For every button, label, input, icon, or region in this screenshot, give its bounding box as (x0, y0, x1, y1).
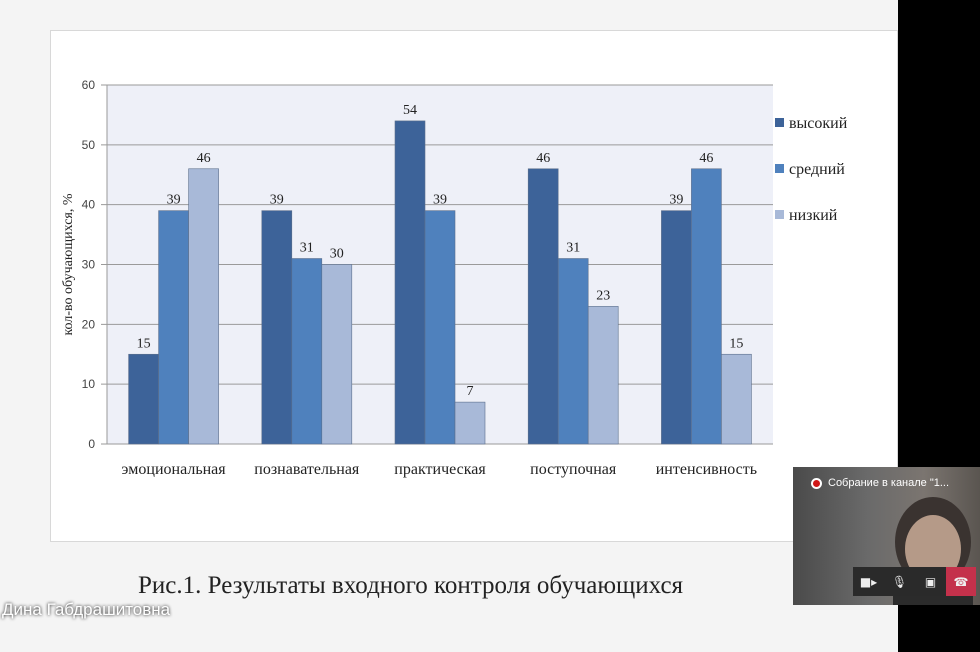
bar-высокий (394, 120, 426, 445)
camera-icon[interactable]: ■▸ (859, 574, 878, 589)
data-label: 15 (137, 336, 151, 351)
legend-label: средний (789, 161, 845, 178)
call-controls: ■▸ 🎙 ▣ ☎ (853, 567, 976, 596)
data-label: 46 (699, 151, 713, 166)
y-tick-label: 0 (88, 437, 95, 451)
x-tick-label: поступочная (530, 461, 617, 478)
presenter-name: Дина Габдрашитовна (2, 600, 171, 619)
x-tick-label: интенсивность (656, 461, 757, 478)
legend-label: низкий (789, 207, 838, 224)
data-label: 39 (270, 193, 284, 208)
shared-slide: 0 10 20 30 40 50 60 кол-во обучающихся, % эмоцио… (0, 0, 898, 652)
data-label: 15 (729, 336, 743, 351)
microphone-icon[interactable]: 🎙 (891, 574, 908, 589)
chart-frame: 0 10 20 30 40 50 60 кол-во обучающихся, % эмоцио… (50, 30, 898, 542)
data-label: 46 (197, 151, 211, 166)
bar-низкий (321, 264, 353, 445)
y-tick-label: 40 (82, 198, 96, 212)
data-label: 39 (167, 193, 181, 208)
record-icon (811, 477, 822, 489)
bar-низкий (587, 306, 619, 445)
y-tick-label: 30 (82, 258, 96, 272)
data-label: 31 (566, 241, 580, 256)
bar-средний (557, 258, 589, 445)
x-tick-label: познавательная (254, 461, 360, 478)
x-tick-label: эмоциональная (122, 461, 227, 478)
data-label: 31 (300, 241, 314, 256)
y-tick-label: 60 (82, 78, 96, 92)
bar-низкий (454, 401, 486, 445)
y-tick-label: 20 (82, 317, 96, 331)
self-video-window[interactable]: Собрание в канале "1... ■▸ 🎙 ▣ ☎ (793, 467, 980, 605)
data-label: 54 (403, 103, 417, 118)
bar-средний (424, 210, 456, 445)
data-label: 23 (596, 288, 610, 303)
x-tick-label: практическая (394, 461, 486, 478)
legend-label: высокий (789, 115, 848, 132)
hang-up-icon[interactable]: ☎ (946, 567, 976, 596)
bar-низкий (188, 168, 219, 445)
bar-низкий (721, 353, 752, 445)
participant-video (893, 497, 973, 605)
share-screen-icon[interactable]: ▣ (924, 574, 937, 589)
bar-высокий (261, 210, 293, 445)
slide-caption: Рис.1. Результаты входного контроля обуч… (138, 572, 684, 599)
y-axis-label: кол-во обучающихся, % (61, 193, 76, 335)
legend-swatch (775, 118, 784, 127)
bar-высокий (128, 353, 159, 445)
recording-label: Собрание в канале "1... (828, 477, 950, 489)
recording-indicator: Собрание в канале "1... (811, 477, 949, 489)
data-label: 46 (536, 151, 550, 166)
y-tick-label: 50 (82, 138, 96, 152)
legend-swatch (775, 210, 784, 219)
bar-средний (158, 210, 189, 445)
data-label: 39 (669, 193, 683, 208)
legend-swatch (775, 164, 784, 173)
bar-высокий (661, 210, 692, 445)
data-label: 39 (433, 193, 447, 208)
y-tick-label: 10 (82, 377, 96, 391)
bar-средний (291, 258, 323, 445)
bar-chart: 0 10 20 30 40 50 60 кол-во обучающихся, % эмоцио… (61, 78, 848, 478)
bar-высокий (527, 168, 559, 445)
data-label: 7 (467, 384, 474, 399)
bar-средний (691, 168, 722, 445)
data-label: 30 (330, 247, 344, 262)
